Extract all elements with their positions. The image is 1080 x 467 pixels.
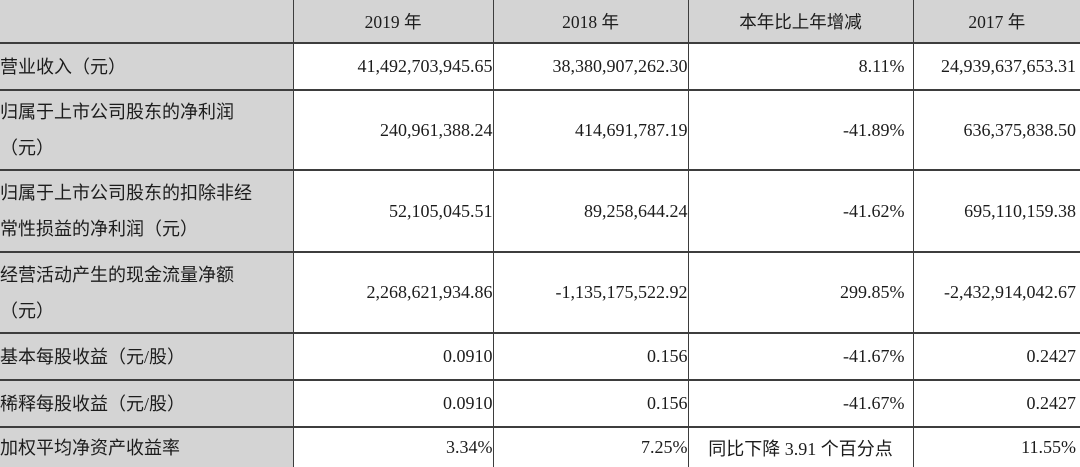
row-label-net-profit-deducted: 归属于上市公司股东的扣除非经 常性损益的净利润（元） (0, 169, 293, 252)
table-row: 经营活动产生的现金流量净额 （元） 2,268,621,934.86 -1,13… (0, 251, 1080, 333)
cell-net-profit-deducted-change: -41.62% (687, 169, 913, 252)
cell-basic-eps-change: -41.67% (687, 332, 913, 380)
cell-weighted-avg-roe-2018: 7.25% (492, 426, 688, 467)
cell-revenue-2019: 41,492,703,945.65 (292, 42, 493, 90)
header-cell-2018: 2018 年 (492, 0, 688, 43)
cell-net-profit-2018: 414,691,787.19 (492, 89, 688, 170)
cell-cash-flow-change: 299.85% (687, 251, 913, 333)
table-row: 基本每股收益（元/股） 0.0910 0.156 -41.67% 0.2427 (0, 332, 1080, 380)
cell-net-profit-2019: 240,961,388.24 (292, 89, 493, 170)
cell-basic-eps-2018: 0.156 (492, 332, 688, 380)
cell-weighted-avg-roe-2019: 3.34% (292, 426, 493, 467)
cell-basic-eps-2017: 0.2427 (912, 332, 1080, 380)
row-label-cash-flow: 经营活动产生的现金流量净额 （元） (0, 251, 293, 333)
cell-revenue-2017: 24,939,637,653.31 (912, 42, 1080, 90)
table-row: 归属于上市公司股东的净利润 （元） 240,961,388.24 414,691… (0, 89, 1080, 170)
row-label-basic-eps: 基本每股收益（元/股） (0, 332, 293, 380)
cell-net-profit-deducted-2017: 695,110,159.38 (912, 169, 1080, 252)
header-cell-change: 本年比上年增减 (687, 0, 913, 43)
header-cell-2019: 2019 年 (292, 0, 493, 43)
row-label-weighted-avg-roe: 加权平均净资产收益率 (0, 426, 293, 467)
cell-net-profit-2017: 636,375,838.50 (912, 89, 1080, 170)
cell-net-profit-deducted-2018: 89,258,644.24 (492, 169, 688, 252)
cell-revenue-change: 8.11% (687, 42, 913, 90)
cell-diluted-eps-2017: 0.2427 (912, 379, 1080, 427)
table-row: 营业收入（元） 41,492,703,945.65 38,380,907,262… (0, 42, 1080, 90)
cell-cash-flow-2017: -2,432,914,042.67 (912, 251, 1080, 333)
cell-weighted-avg-roe-2017: 11.55% (912, 426, 1080, 467)
header-cell-blank (0, 0, 293, 43)
table-row: 归属于上市公司股东的扣除非经 常性损益的净利润（元） 52,105,045.51… (0, 169, 1080, 252)
row-label-net-profit: 归属于上市公司股东的净利润 （元） (0, 89, 293, 170)
table-header-row: 2019 年 2018 年 本年比上年增减 2017 年 (0, 0, 1080, 43)
cell-diluted-eps-2019: 0.0910 (292, 379, 493, 427)
row-label-revenue: 营业收入（元） (0, 42, 293, 90)
cell-revenue-2018: 38,380,907,262.30 (492, 42, 688, 90)
header-cell-2017: 2017 年 (912, 0, 1080, 43)
row-label-diluted-eps: 稀释每股收益（元/股） (0, 379, 293, 427)
cell-diluted-eps-2018: 0.156 (492, 379, 688, 427)
cell-weighted-avg-roe-change: 同比下降 3.91 个百分点 (687, 426, 913, 467)
cell-net-profit-change: -41.89% (687, 89, 913, 170)
cell-net-profit-deducted-2019: 52,105,045.51 (292, 169, 493, 252)
cell-basic-eps-2019: 0.0910 (292, 332, 493, 380)
table-row: 加权平均净资产收益率 3.34% 7.25% 同比下降 3.91 个百分点 11… (0, 426, 1080, 467)
table-row: 稀释每股收益（元/股） 0.0910 0.156 -41.67% 0.2427 (0, 379, 1080, 427)
cell-cash-flow-2018: -1,135,175,522.92 (492, 251, 688, 333)
cell-diluted-eps-change: -41.67% (687, 379, 913, 427)
cell-cash-flow-2019: 2,268,621,934.86 (292, 251, 493, 333)
